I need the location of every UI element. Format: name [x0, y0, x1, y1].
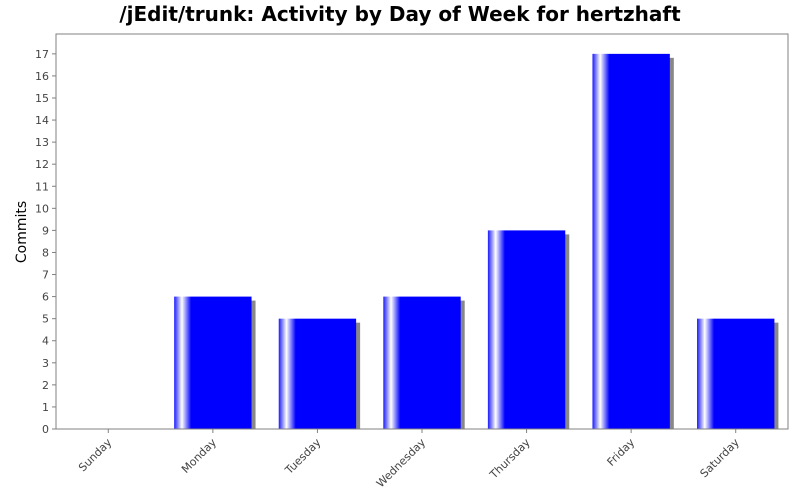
x-tick-label: Wednesday — [374, 436, 429, 491]
y-tick-label: 9 — [42, 224, 49, 237]
y-tick-label: 14 — [35, 114, 49, 127]
y-tick-label: 13 — [35, 136, 49, 149]
y-tick-label: 16 — [35, 70, 49, 83]
y-axis-label: Commits — [14, 201, 30, 263]
y-tick-label: 10 — [35, 202, 49, 215]
x-tick-label: Monday — [179, 436, 219, 476]
x-tick-label: Sunday — [76, 436, 115, 475]
y-tick-label: 17 — [35, 48, 49, 61]
y-tick-label: 5 — [42, 313, 49, 326]
y-tick-label: 11 — [35, 180, 49, 193]
x-tick-label: Tuesday — [282, 436, 324, 478]
y-tick-label: 8 — [42, 246, 49, 259]
y-tick-label: 7 — [42, 269, 49, 282]
chart-title: /jEdit/trunk: Activity by Day of Week fo… — [119, 2, 681, 26]
y-tick-label: 4 — [42, 335, 49, 348]
y-tick-label: 12 — [35, 158, 49, 171]
y-tick-label: 2 — [42, 379, 49, 392]
y-tick-label: 0 — [42, 423, 49, 436]
y-tick-label: 1 — [42, 401, 49, 414]
bar — [487, 230, 566, 429]
bar — [592, 53, 670, 429]
x-tick-label: Thursday — [487, 436, 533, 482]
bar — [278, 318, 357, 429]
y-tick-label: 15 — [35, 92, 49, 105]
y-tick-label: 6 — [42, 291, 49, 304]
bar — [383, 296, 461, 429]
x-tick-label: Saturday — [698, 436, 743, 481]
bar — [697, 318, 775, 429]
x-tick-label: Friday — [604, 436, 637, 469]
y-tick-label: 3 — [42, 357, 49, 370]
bar — [174, 296, 252, 429]
